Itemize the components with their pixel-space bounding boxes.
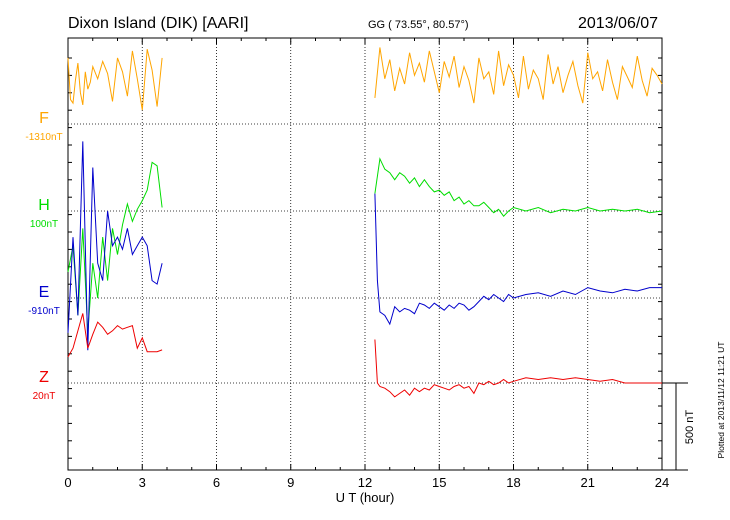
- x-tick-label: 15: [432, 475, 446, 490]
- x-tick-label: 9: [287, 475, 294, 490]
- x-tick-label: 3: [139, 475, 146, 490]
- series-line-z: [67, 313, 163, 358]
- series-group: [67, 47, 663, 398]
- channel-labels: F -1310nT H 100nT E -910nT Z 20nT: [25, 110, 62, 402]
- x-tick-label: 12: [358, 475, 372, 490]
- series-line-h: [67, 161, 163, 333]
- baseline-label-f: -1310nT: [25, 132, 62, 143]
- axis-ticks: [67, 38, 663, 470]
- plotted-at-label: Plotted at 2013/11/12 11:21 UT: [716, 342, 726, 459]
- series-line-e: [374, 193, 662, 326]
- baseline-label-h: 100nT: [30, 219, 58, 230]
- channel-label-z: Z: [39, 369, 49, 386]
- station-title: Dixon Island (DIK) [AARI]: [68, 15, 249, 32]
- channel-label-e: E: [39, 284, 50, 301]
- x-tick-label: 6: [213, 475, 220, 490]
- scale-bar-label: 500 nT: [684, 410, 696, 445]
- x-tick-label: 18: [506, 475, 520, 490]
- series-line-h: [374, 157, 663, 217]
- scale-bar: 500 nT: [662, 382, 696, 471]
- grid: [68, 38, 662, 470]
- series-line-z: [374, 339, 662, 398]
- date-label: 2013/06/07: [578, 15, 658, 32]
- channel-label-h: H: [38, 197, 50, 214]
- series-line-e: [67, 141, 163, 351]
- baseline-label-z: 20nT: [33, 391, 56, 402]
- channel-label-f: F: [39, 110, 49, 127]
- baseline-label-e: -910nT: [28, 306, 60, 317]
- x-tick-label: 24: [655, 475, 669, 490]
- x-tick-labels: 0 3 6 9 12 15 18 21 24: [64, 475, 669, 490]
- series-line-f: [67, 49, 163, 111]
- series-line-f: [374, 47, 663, 104]
- x-axis-label: U T (hour): [336, 490, 395, 505]
- x-tick-label: 21: [581, 475, 595, 490]
- x-tick-label: 0: [64, 475, 71, 490]
- coords-label: GG ( 73.55°, 80.57°): [368, 19, 469, 31]
